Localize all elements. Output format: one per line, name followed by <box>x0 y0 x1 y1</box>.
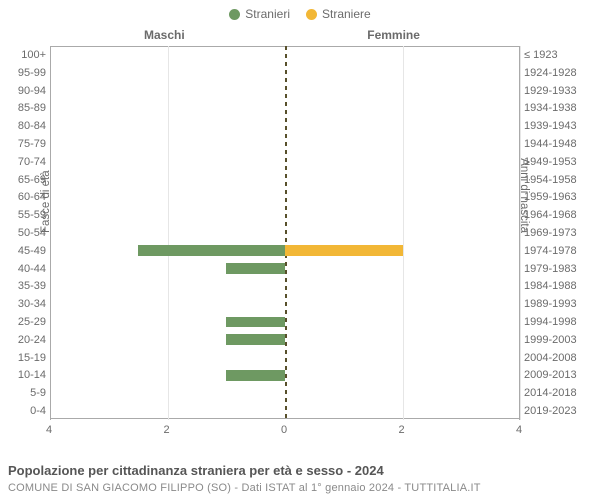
age-label: 100+ <box>21 49 46 61</box>
birth-year-label: 1939-1943 <box>524 120 577 132</box>
birth-year-label: 1994-1998 <box>524 316 577 328</box>
x-tick-label: 2 <box>399 424 405 436</box>
age-label: 70-74 <box>18 156 46 168</box>
birth-year-label: 1924-1928 <box>524 67 577 79</box>
age-band-row <box>50 153 520 171</box>
legend: Stranieri Straniere <box>0 0 600 28</box>
birth-year-label: 1959-1963 <box>524 191 577 203</box>
age-label: 80-84 <box>18 120 46 132</box>
age-label: 15-19 <box>18 352 46 364</box>
age-label: 10-14 <box>18 369 46 381</box>
birth-year-label: 1964-1968 <box>524 209 577 221</box>
group-titles: Maschi Femmine <box>0 28 600 46</box>
legend-item-female: Straniere <box>306 7 371 21</box>
bar-male <box>138 245 285 256</box>
plot-rows <box>50 46 520 420</box>
bar-male <box>226 334 285 345</box>
birth-year-label: 1974-1978 <box>524 245 577 257</box>
birth-year-label: 2004-2008 <box>524 352 577 364</box>
age-band-row <box>50 242 520 260</box>
x-tick-label: 4 <box>516 424 522 436</box>
age-band-row <box>50 367 520 385</box>
birth-year-label: 1929-1933 <box>524 85 577 97</box>
age-band-row <box>50 313 520 331</box>
legend-label-male: Stranieri <box>245 7 290 21</box>
birth-year-label: 2019-2023 <box>524 405 577 417</box>
age-label: 30-34 <box>18 298 46 310</box>
age-label: 25-29 <box>18 316 46 328</box>
age-band-row <box>50 349 520 367</box>
age-label: 65-69 <box>18 174 46 186</box>
age-label: 45-49 <box>18 245 46 257</box>
bar-male <box>226 317 285 328</box>
age-label: 5-9 <box>30 387 46 399</box>
age-band-row <box>50 117 520 135</box>
birth-year-label: 1954-1958 <box>524 174 577 186</box>
age-band-row <box>50 64 520 82</box>
bar-male <box>226 370 285 381</box>
chart-subtitle: COMUNE DI SAN GIACOMO FILIPPO (SO) - Dat… <box>8 482 481 494</box>
birth-year-label: 2014-2018 <box>524 387 577 399</box>
x-tick-label: 2 <box>164 424 170 436</box>
legend-dot-male <box>229 9 240 20</box>
age-band-row <box>50 46 520 64</box>
legend-label-female: Straniere <box>322 7 371 21</box>
age-label: 55-59 <box>18 209 46 221</box>
birth-year-label: 1969-1973 <box>524 227 577 239</box>
age-label: 50-54 <box>18 227 46 239</box>
birth-year-label: 1984-1988 <box>524 280 577 292</box>
age-band-row <box>50 260 520 278</box>
age-label: 85-89 <box>18 102 46 114</box>
legend-item-male: Stranieri <box>229 7 290 21</box>
age-label: 95-99 <box>18 67 46 79</box>
age-band-row <box>50 135 520 153</box>
age-label: 0-4 <box>30 405 46 417</box>
age-label: 90-94 <box>18 85 46 97</box>
bar-male <box>226 263 285 274</box>
birth-year-label: 1979-1983 <box>524 263 577 275</box>
age-band-row <box>50 99 520 117</box>
birth-year-label: 1989-1993 <box>524 298 577 310</box>
group-title-female: Femmine <box>367 28 420 42</box>
bar-female <box>285 245 403 256</box>
x-tick-label: 4 <box>46 424 52 436</box>
group-title-male: Maschi <box>144 28 185 42</box>
population-pyramid-chart: Stranieri Straniere Maschi Femmine Fasce… <box>0 0 600 500</box>
birth-year-label: 1934-1938 <box>524 102 577 114</box>
age-band-row <box>50 331 520 349</box>
age-label: 20-24 <box>18 334 46 346</box>
age-label: 40-44 <box>18 263 46 275</box>
age-band-row <box>50 188 520 206</box>
age-band-row <box>50 295 520 313</box>
birth-year-label: ≤ 1923 <box>524 49 558 61</box>
age-band-row <box>50 402 520 420</box>
x-tick-label: 0 <box>281 424 287 436</box>
age-label: 35-39 <box>18 280 46 292</box>
age-band-row <box>50 384 520 402</box>
age-label: 60-64 <box>18 191 46 203</box>
birth-year-label: 2009-2013 <box>524 369 577 381</box>
chart-title: Popolazione per cittadinanza straniera p… <box>8 463 384 478</box>
birth-year-label: 1999-2003 <box>524 334 577 346</box>
birth-year-label: 1944-1948 <box>524 138 577 150</box>
age-band-row <box>50 206 520 224</box>
age-band-row <box>50 278 520 296</box>
legend-dot-female <box>306 9 317 20</box>
birth-year-label: 1949-1953 <box>524 156 577 168</box>
age-band-row <box>50 171 520 189</box>
age-label: 75-79 <box>18 138 46 150</box>
plot-area: Fasce di età Anni di nascita <box>50 46 520 420</box>
age-band-row <box>50 82 520 100</box>
age-band-row <box>50 224 520 242</box>
